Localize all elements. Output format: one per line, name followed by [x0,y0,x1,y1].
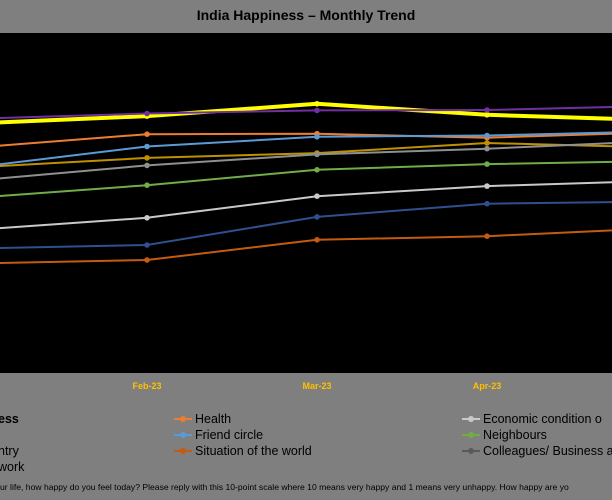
legend-label-7: Colleagues/ Business a [483,444,612,458]
series-point-0-3 [484,112,490,118]
series-point-1-2 [314,107,320,114]
series-point-7-1 [144,215,150,221]
legend-swatch-6 [174,446,192,456]
series-point-7-3 [484,183,490,189]
legend-swatch-4 [462,430,480,440]
series-point-6-2 [314,167,320,173]
legend-item-5: ntry [0,444,19,458]
chart-title: India Happiness – Monthly Trend [196,7,416,23]
legend-label-4: Neighbours [483,428,547,442]
series-point-8-1 [144,242,150,248]
series-point-3-2 [314,134,320,140]
legend-label-2: Economic condition o [483,412,602,426]
legend-label-0: ess [0,412,19,426]
legend-swatch-2 [462,414,480,424]
legend-label-5: ntry [0,444,19,458]
series-point-6-1 [144,182,150,188]
legend: ess Health Economic condition o Friend circ… [0,404,612,476]
series-point-4-3 [484,140,490,146]
series-point-2-1 [144,131,150,137]
legend-swatch-3 [174,430,192,440]
legend-item-8: work [0,460,24,474]
legend-item-6: Situation of the world [174,444,312,458]
legend-item-1: Health [174,412,231,426]
x-tick-label-2: Apr-23 [472,381,502,391]
series-point-3-1 [144,143,150,150]
legend-label-1: Health [195,412,232,426]
legend-item-4: Neighbours [462,428,547,442]
series-point-5-3 [484,145,490,152]
series-point-5-2 [314,151,320,158]
footnote: ur life, how happy do you feel today? Pl… [0,482,569,492]
series-point-4-1 [144,155,150,161]
legend-label-6: Situation of the world [195,444,312,458]
series-point-8-3 [484,200,490,207]
legend-item-0: ess [0,412,19,426]
plot-area [0,33,612,373]
series-point-9-2 [314,237,320,243]
x-tick-label-1: Mar-23 [302,381,332,391]
x-tick-label-0: Feb-23 [132,381,162,391]
series-point-1-3 [484,107,490,113]
legend-swatch-1 [174,414,192,424]
series-point-6-3 [484,161,490,167]
legend-item-2: Economic condition o [462,412,602,426]
series-point-9-3 [484,233,490,239]
legend-swatch-7 [462,446,480,456]
series-point-0-2 [314,101,320,107]
series-point-3-3 [484,132,490,139]
legend-item-3: Friend circle [174,428,263,442]
series-point-9-1 [144,257,150,263]
series-point-1-1 [144,110,150,117]
series-point-8-2 [314,214,320,220]
legend-label-8: work [0,460,25,474]
legend-label-3: Friend circle [195,428,264,442]
legend-item-7: Colleagues/ Business a [462,444,612,458]
series-point-7-2 [314,193,320,199]
series-point-5-1 [144,162,150,169]
